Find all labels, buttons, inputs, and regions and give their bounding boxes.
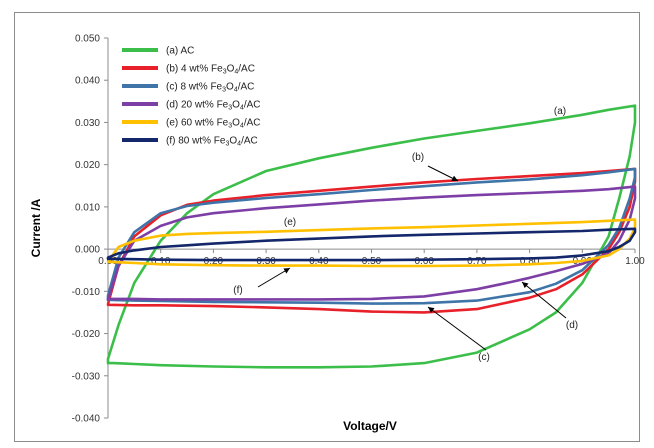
x-tick-label: 0.40	[309, 256, 329, 267]
y-tick-label: -0.040	[72, 414, 101, 425]
series-line-b	[106, 167, 637, 314]
curves	[106, 104, 637, 369]
series-line-a	[106, 104, 637, 369]
legend-label-part: (c) 8 wt% Fe	[166, 82, 223, 93]
series-line-f	[106, 227, 637, 262]
x-tick-label: 0.80	[520, 256, 540, 267]
annotation-label: (b)	[412, 152, 424, 163]
legend-label: (f) 80 wt% Fe3O4/AC	[166, 136, 258, 148]
annotations: (a) (b) (c) (d) (e) (f)	[233, 106, 578, 363]
x-tick-label: 0.20	[204, 256, 224, 267]
legend-label-part: 4	[240, 123, 244, 130]
y-tick-label: -0.020	[72, 329, 101, 340]
y-tick-label: -0.010	[72, 287, 101, 298]
y-axis-title: Current /A	[29, 198, 43, 257]
legend-label-part: 4	[234, 69, 238, 76]
legend-label-part: O	[227, 64, 235, 75]
x-tick-label: 0.70	[467, 256, 487, 267]
legend-label-part: (d) 20 wt% Fe	[166, 100, 229, 111]
legend-label-part: (e) 60 wt% Fe	[166, 118, 229, 129]
annotation-label: (a)	[554, 106, 566, 117]
annotation-label: (e)	[284, 217, 296, 228]
legend-label-part: O	[229, 136, 237, 147]
annotation-label: (c)	[478, 352, 490, 363]
y-tick-label: -0.030	[72, 371, 101, 382]
x-axis-title: Voltage/V	[343, 419, 397, 433]
annotation-arrow	[427, 306, 487, 351]
y-tick-label: 0.000	[75, 245, 100, 256]
y-tick-label: 0.010	[75, 202, 100, 213]
legend-label-part: /AC	[244, 100, 261, 111]
x-tick-label: 0.60	[414, 256, 434, 267]
legend-label-part: 4	[237, 141, 241, 148]
legend: (a) AC(b) 4 wt% Fe3O4/AC(c) 8 wt% Fe3O4/…	[122, 46, 261, 148]
legend-label-part: (b) 4 wt% Fe	[166, 64, 223, 75]
legend-label-part: O	[232, 100, 240, 111]
legend-label-part: /AC	[244, 118, 261, 129]
annotation-arrow	[521, 281, 567, 319]
annotation-arrow	[257, 267, 291, 288]
legend-label-part: (f) 80 wt% Fe	[166, 136, 226, 147]
chart-frame	[14, 12, 640, 442]
legend-label-part: 3	[225, 141, 229, 148]
legend-label: (c) 8 wt% Fe3O4/AC	[166, 82, 254, 94]
y-tick-label: 0.050	[75, 34, 100, 45]
legend-label-part: 4	[234, 87, 238, 94]
legend-label-part: 3	[228, 123, 232, 130]
x-tick-label: 1.00	[625, 256, 645, 267]
x-tick-label: 0.30	[256, 256, 276, 267]
annotation-label: (d)	[566, 320, 578, 331]
x-tick-label: 0.50	[362, 256, 382, 267]
legend-label-part: (a) AC	[166, 46, 194, 57]
legend-label-part: 3	[228, 105, 232, 112]
legend-label-part: O	[232, 118, 240, 129]
legend-label-part: /AC	[238, 64, 255, 75]
legend-label-part: /AC	[238, 82, 255, 93]
legend-label: (b) 4 wt% Fe3O4/AC	[166, 64, 255, 76]
legend-label-part: /AC	[241, 136, 258, 147]
annotation-label: (f)	[233, 285, 242, 296]
legend-label-part: O	[226, 82, 234, 93]
legend-label: (d) 20 wt% Fe3O4/AC	[166, 100, 261, 112]
annotation-arrow	[427, 165, 459, 182]
legend-label-part: 4	[240, 105, 244, 112]
legend-label: (e) 60 wt% Fe3O4/AC	[166, 118, 261, 130]
legend-label-part: 3	[223, 69, 227, 76]
y-tick-label: 0.030	[75, 118, 100, 129]
legend-label: (a) AC	[166, 46, 194, 57]
legend-label-part: 3	[222, 87, 226, 94]
y-tick-label: 0.020	[75, 160, 100, 171]
x-tick-label: 0.10	[151, 256, 171, 267]
y-tick-label: 0.040	[75, 76, 100, 87]
